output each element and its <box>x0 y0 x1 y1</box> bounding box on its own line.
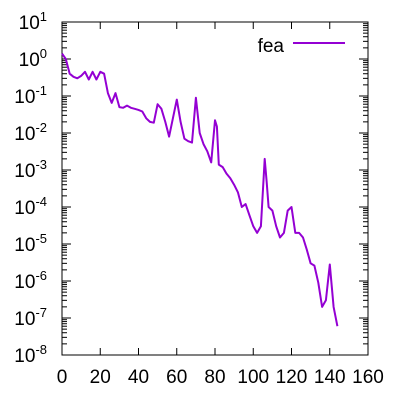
y-tick-label-base: 10 <box>14 124 35 145</box>
y-tick-label-exponent: -4 <box>35 194 47 209</box>
y-tick-label-exponent: 1 <box>40 9 47 24</box>
y-tick-label-base: 10 <box>14 87 35 108</box>
series-layer <box>61 53 339 327</box>
y-tick-label: 10-4 <box>14 194 47 219</box>
y-tick-label: 10-7 <box>14 305 47 330</box>
y-tick-label-base: 10 <box>14 161 35 182</box>
x-tick-label: 140 <box>314 367 346 388</box>
y-tick-label-exponent: -1 <box>35 83 47 98</box>
y-tick-label-base: 10 <box>14 346 35 367</box>
y-tick-label: 101 <box>19 9 47 34</box>
x-tick-label: 160 <box>352 367 384 388</box>
y-tick-label: 10-5 <box>14 231 47 256</box>
legend-label-fea: fea <box>258 36 285 57</box>
y-tick-label-exponent: -7 <box>35 305 47 320</box>
y-tick-label: 10-1 <box>14 83 47 108</box>
x-tick-label: 0 <box>57 367 68 388</box>
x-tick-label: 40 <box>128 367 149 388</box>
y-tick-label: 10-8 <box>14 342 47 367</box>
y-tick-label-exponent: 0 <box>40 46 47 61</box>
y-tick-label-base: 10 <box>19 50 40 71</box>
y-tick-label-base: 10 <box>14 309 35 330</box>
y-tick-label: 10-2 <box>14 120 47 145</box>
x-tick-label: 20 <box>90 367 111 388</box>
x-tick-label: 100 <box>237 367 269 388</box>
legend: fea <box>258 36 345 57</box>
y-tick-label-base: 10 <box>14 272 35 293</box>
y-tick-label-base: 10 <box>14 235 35 256</box>
y-tick-label-base: 10 <box>19 13 40 34</box>
x-tick-label: 120 <box>276 367 308 388</box>
y-tick-label: 100 <box>19 46 47 71</box>
y-tick-label-exponent: -8 <box>35 342 47 357</box>
series-line-fea <box>61 53 339 327</box>
y-tick-label-exponent: -5 <box>35 231 47 246</box>
x-tick-label: 80 <box>204 367 225 388</box>
y-tick-label-exponent: -3 <box>35 157 47 172</box>
x-tick-label: 60 <box>166 367 187 388</box>
x-axis-ticks: 0 20 40 60 80 100 120 140 160 <box>57 22 384 388</box>
y-tick-label: 10-6 <box>14 268 47 293</box>
y-tick-label-base: 10 <box>14 198 35 219</box>
y-tick-label-exponent: -2 <box>35 120 47 135</box>
y-tick-label-exponent: -6 <box>35 268 47 283</box>
y-tick-label: 10-3 <box>14 157 47 182</box>
